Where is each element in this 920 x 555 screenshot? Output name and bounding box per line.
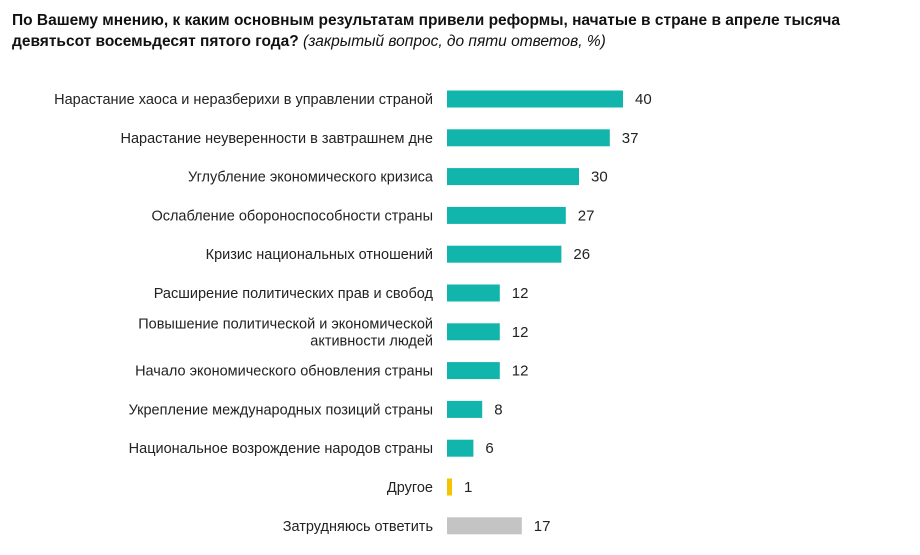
value-label: 6	[485, 440, 493, 457]
bar	[447, 129, 610, 147]
category-label: Ослабление обороноспособности страны	[151, 208, 433, 224]
value-label: 26	[573, 246, 590, 263]
value-label: 37	[622, 130, 639, 147]
value-label: 12	[512, 285, 529, 302]
bar	[447, 439, 474, 457]
value-label: 17	[534, 518, 551, 535]
value-label: 1	[464, 479, 472, 496]
bar	[447, 517, 522, 535]
bar	[447, 245, 562, 263]
chart-title: По Вашему мнению, к каким основным резул…	[12, 10, 902, 52]
value-label: 12	[512, 363, 529, 380]
value-label: 30	[591, 169, 608, 186]
bar	[447, 478, 452, 496]
category-label: Другое	[387, 480, 433, 496]
bar	[447, 90, 623, 108]
value-label: 8	[494, 401, 502, 418]
category-label: Начало экономического обновления страны	[135, 364, 433, 380]
bar	[447, 400, 483, 418]
bar	[447, 323, 500, 341]
bar	[447, 168, 579, 186]
category-label: Нарастание хаоса и неразберихи в управле…	[54, 92, 433, 108]
value-label: 27	[578, 207, 595, 224]
category-label: Нарастание неуверенности в завтрашнем дн…	[121, 131, 433, 147]
category-label: Повышение политической и экономической ак…	[138, 316, 433, 349]
category-label: Национальное возрождение народов страны	[129, 441, 433, 457]
chart-note: (закрытый вопрос, до пяти ответов, %)	[303, 33, 606, 50]
bar	[447, 284, 500, 302]
category-label: Углубление экономического кризиса	[188, 170, 434, 186]
bar	[447, 206, 566, 224]
value-label: 12	[512, 324, 529, 341]
chart-question: По Вашему мнению, к каким основным резул…	[12, 12, 841, 50]
category-label: Кризис национальных отношений	[206, 247, 433, 263]
category-label: Расширение политических прав и свобод	[154, 286, 434, 302]
category-label: Укрепление международных позиций страны	[129, 402, 433, 418]
category-label: Затрудняюсь ответить	[283, 519, 433, 535]
value-label: 40	[635, 91, 652, 108]
bar	[447, 362, 500, 380]
